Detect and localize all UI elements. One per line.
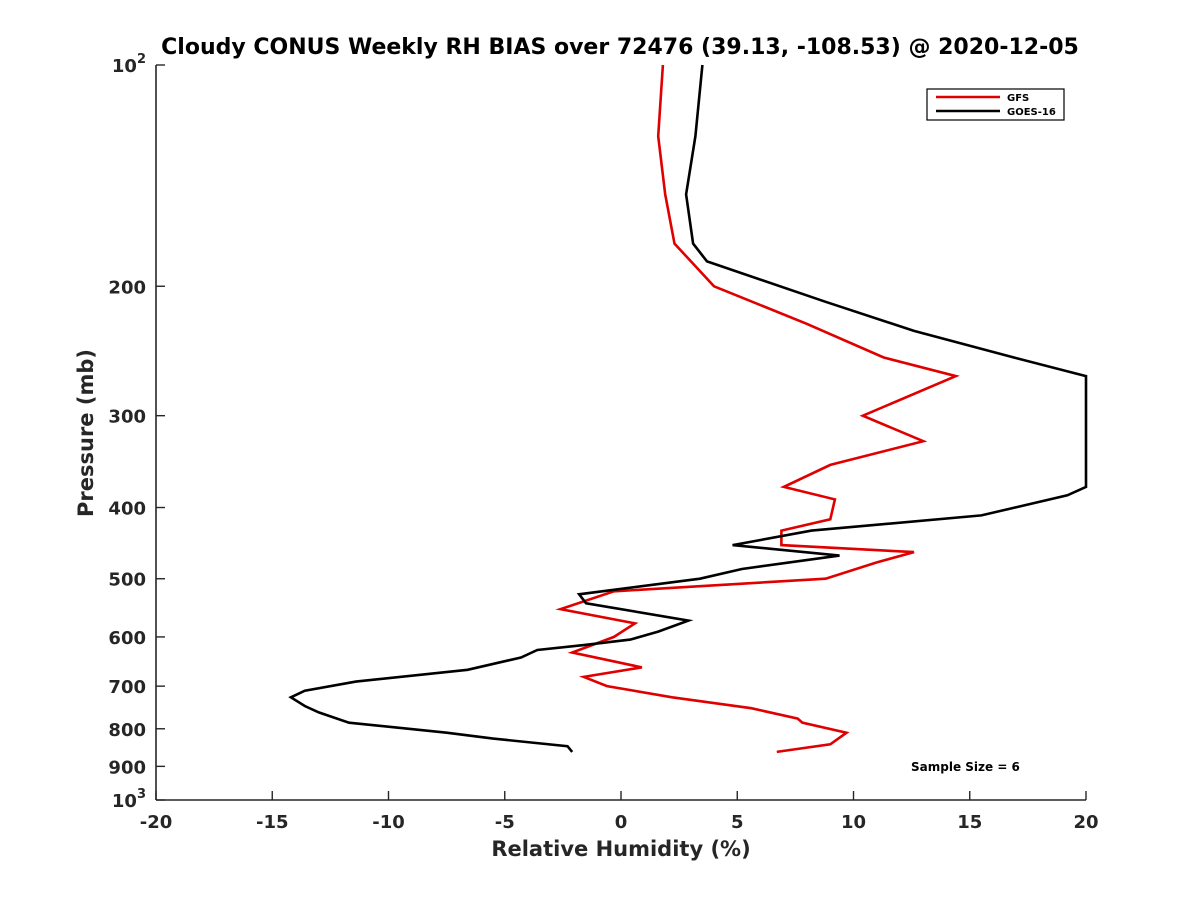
- x-tick-label: 0: [615, 812, 628, 833]
- x-tick-label: -5: [495, 812, 515, 833]
- y-tick-label: 600: [108, 628, 146, 649]
- y-tick-label: 300: [108, 407, 146, 428]
- x-tick-label: -20: [140, 812, 173, 833]
- legend-box: [926, 88, 1065, 121]
- legend-label: GOES-16: [1007, 107, 1056, 118]
- x-tick-label: -15: [256, 812, 289, 833]
- y-tick-label: 200: [108, 277, 146, 298]
- x-tick-label: 10: [841, 812, 866, 833]
- y-axis-label: Pressure (mb): [74, 349, 98, 517]
- y-tick-label: 400: [108, 499, 146, 520]
- legend-label: GFS: [1007, 93, 1029, 104]
- sample-size-annotation: Sample Size = 6: [911, 760, 1020, 774]
- x-axis-label: Relative Humidity (%): [491, 837, 750, 861]
- x-tick-label: 15: [957, 812, 982, 833]
- y-tick-label: 800: [108, 720, 146, 741]
- y-tick-label: 500: [108, 570, 146, 591]
- chart-title: Cloudy CONUS Weekly RH BIAS over 72476 (…: [161, 35, 1079, 60]
- y-tick-label: 103: [112, 787, 146, 812]
- x-axis-ticks: -20 -15 -10 -5 0 5 10 15 20: [140, 791, 1099, 833]
- series-line-gfs: [555, 64, 960, 754]
- x-tick-label: 20: [1073, 812, 1098, 833]
- series-lines: [288, 64, 1088, 754]
- y-tick-label: 900: [108, 757, 146, 778]
- x-tick-label: 5: [731, 812, 744, 833]
- y-tick-label: 700: [108, 677, 146, 698]
- y-tick-label: 102: [112, 52, 146, 77]
- x-tick-label: -10: [372, 812, 405, 833]
- y-axis-ticks: 102 200 300 400 500 600 700 800 900 103: [108, 52, 165, 812]
- series-line-goes-16: [288, 64, 1088, 753]
- legend: GFS GOES-16: [926, 88, 1065, 121]
